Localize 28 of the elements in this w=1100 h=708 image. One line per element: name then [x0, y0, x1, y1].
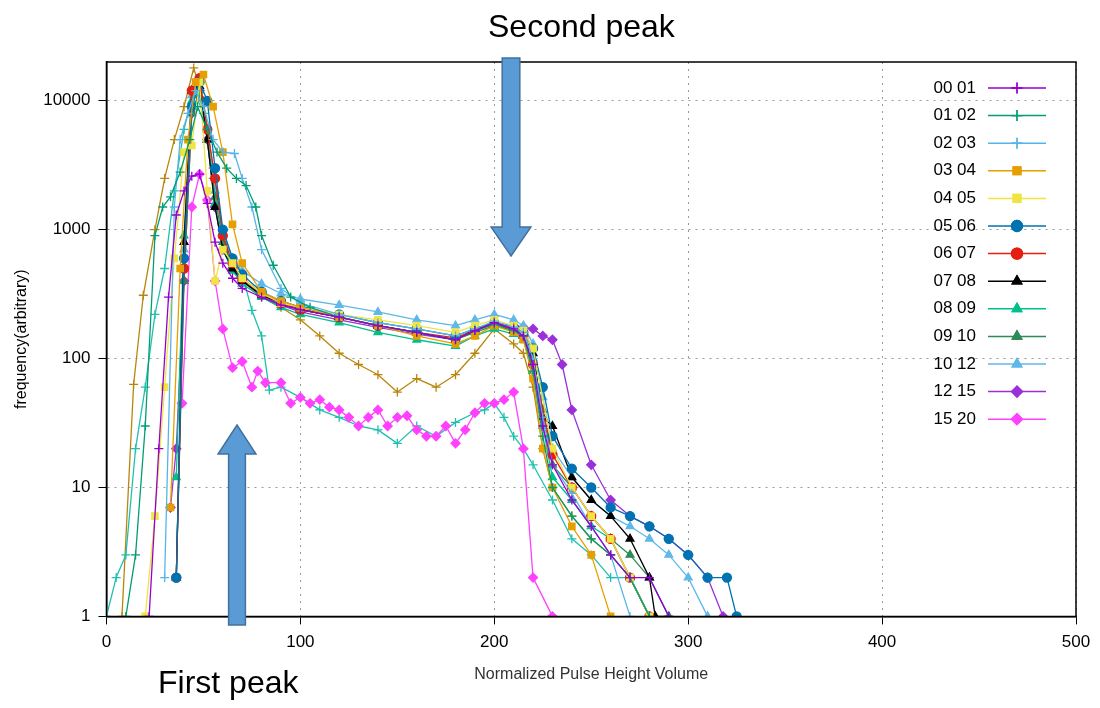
legend-label: 05 06: [933, 215, 976, 235]
y-axis-title: frequency(arbitrary): [12, 269, 30, 409]
legend-label: 07 08: [933, 270, 976, 290]
y-tick-label: 10: [71, 477, 91, 497]
x-tick-label: 400: [867, 632, 897, 652]
legend-label: 01 02: [933, 105, 976, 125]
text: First peak: [158, 664, 299, 701]
x-tick-label: 500: [1061, 632, 1091, 652]
x-axis-title: Normalized Pulse Height Volume: [474, 664, 709, 682]
legend-label: 09 10: [933, 326, 976, 346]
text: Second peak: [488, 8, 675, 45]
legend-label: 00 01: [933, 77, 976, 97]
x-tick-label: 0: [101, 632, 112, 652]
legend-label: 15 20: [933, 408, 976, 428]
y-tick-label: 10000: [43, 90, 91, 110]
x-tick-label: 100: [286, 632, 315, 652]
legend-label: 06 07: [933, 243, 976, 263]
x-tick-label: 200: [480, 632, 509, 652]
legend-label: 02 03: [933, 132, 976, 152]
legend-label: 08 09: [933, 298, 976, 318]
x-tick-label: 300: [674, 632, 703, 652]
y-tick-label: 1000: [52, 219, 91, 239]
legend-label: 12 15: [933, 381, 976, 401]
y-tick-label: 1: [81, 606, 91, 626]
legend-label: 10 12: [933, 353, 976, 373]
y-tick-label: 100: [62, 348, 91, 368]
legend-label: 03 04: [933, 160, 976, 180]
legend-label: 04 05: [933, 188, 976, 208]
